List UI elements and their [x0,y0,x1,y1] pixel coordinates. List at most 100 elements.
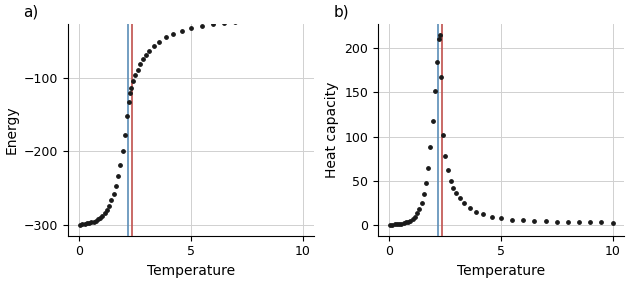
Point [478,212,488,217]
Point [585,220,595,224]
Point [574,220,584,224]
X-axis label: Temperature: Temperature [457,264,545,278]
Point [161,35,171,40]
Point [253,18,263,23]
Point [130,72,140,77]
Point [425,145,435,149]
Point [89,219,99,224]
Point [149,44,159,49]
Point [446,179,456,183]
Y-axis label: Energy: Energy [4,105,18,154]
Point [414,207,425,211]
Point [133,67,143,72]
Point [106,198,116,203]
Point [113,174,123,179]
Point [459,201,469,205]
Point [392,222,402,226]
Point [448,186,458,190]
Point [109,192,119,196]
Point [141,53,151,57]
Point [122,114,132,119]
Point [440,154,450,158]
Point [412,211,422,216]
Point [117,149,127,154]
Point [552,219,562,224]
Point [177,28,187,33]
Point [84,221,94,225]
Point [298,16,308,20]
Point [507,217,517,222]
Point [208,22,218,27]
Point [100,211,110,215]
Text: b): b) [333,4,349,19]
Point [230,20,241,24]
Point [95,216,106,220]
Point [286,16,296,21]
Point [438,133,448,137]
Point [416,201,426,205]
Point [219,21,229,25]
Point [408,217,418,221]
Point [394,222,404,226]
Point [436,74,446,79]
Point [186,26,196,30]
Point [80,222,90,226]
Point [396,221,406,226]
Text: a): a) [24,4,39,19]
Point [403,219,413,224]
Point [443,168,453,172]
Point [93,217,103,222]
Point [264,17,274,22]
Point [144,49,154,54]
Point [111,184,121,188]
Point [419,192,429,196]
Point [136,61,146,66]
Point [97,213,107,218]
Point [451,191,461,195]
Point [75,222,85,227]
Point [563,220,573,224]
Point [496,216,506,221]
Point [541,219,551,224]
Point [387,222,398,227]
Point [410,215,420,219]
Point [77,222,87,226]
Point [86,220,96,225]
Point [423,165,433,170]
Point [154,39,165,44]
Point [455,195,465,200]
Point [597,220,607,225]
Point [385,222,395,227]
Point [435,33,445,37]
Point [608,221,618,225]
Point [126,86,136,90]
Point [104,203,114,208]
Point [428,118,438,123]
Point [401,220,411,225]
Point [242,19,252,24]
Point [120,133,130,138]
Point [518,218,528,222]
X-axis label: Temperature: Temperature [147,264,235,278]
Point [399,221,409,225]
Point [405,218,415,223]
Y-axis label: Heat capacity: Heat capacity [325,81,338,178]
Point [90,219,100,223]
Point [116,163,126,168]
Point [125,91,135,95]
Point [128,78,138,83]
Point [168,32,178,36]
Point [487,214,497,219]
Point [124,100,134,104]
Point [434,37,444,42]
Point [275,17,285,21]
Point [529,219,539,223]
Point [82,221,92,226]
Point [432,59,442,64]
Point [102,208,112,212]
Point [471,210,481,214]
Point [197,23,207,28]
Point [390,222,400,227]
Point [465,206,475,210]
Point [138,56,148,61]
